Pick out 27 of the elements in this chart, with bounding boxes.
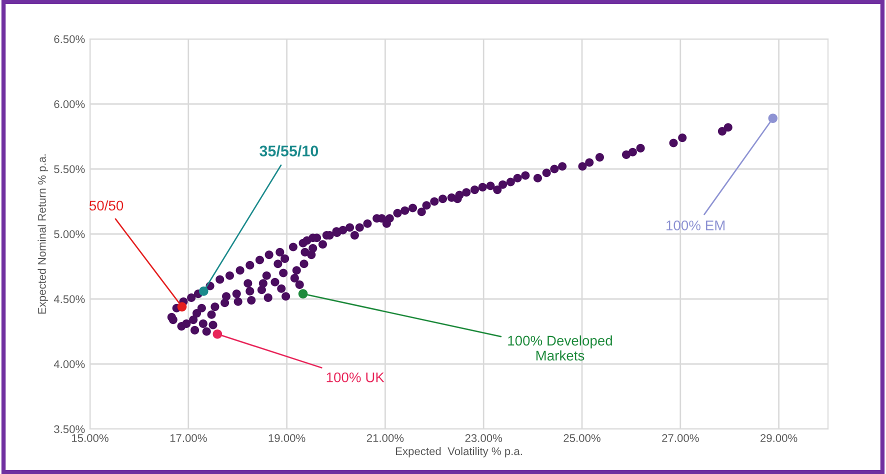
point bbox=[212, 329, 222, 339]
text: 100% EM bbox=[666, 220, 725, 230]
text: 100% Developed Markets bbox=[508, 335, 612, 361]
x-tick-label: 19.00% bbox=[268, 434, 306, 442]
point bbox=[298, 289, 308, 298]
x-tick-label: 17.00% bbox=[170, 434, 207, 442]
point bbox=[768, 114, 778, 123]
text: 50/50 bbox=[89, 200, 124, 211]
x-tick-label: 23.00% bbox=[465, 434, 502, 442]
x-tick-label: 25.00% bbox=[564, 434, 600, 442]
y-tick-label: 6.00% bbox=[54, 100, 85, 108]
point bbox=[198, 286, 208, 296]
y-tick-label: 3.50% bbox=[54, 425, 85, 434]
y-tick-label: 4.50% bbox=[54, 295, 85, 304]
x-tick-label: 29.00% bbox=[760, 434, 798, 442]
text: 100% UK bbox=[326, 372, 384, 382]
y-tick-label: 5.50% bbox=[54, 165, 85, 174]
point bbox=[177, 302, 187, 312]
x-tick-label: 15.00% bbox=[72, 434, 108, 442]
y-tick-label: 5.00% bbox=[54, 230, 85, 238]
y-tick-label: 4.00% bbox=[54, 360, 85, 368]
y-axis-title: Expected Nominal Return % p.a. bbox=[38, 154, 48, 314]
text: 35/55/10 bbox=[260, 145, 318, 157]
x-tick-label: 27.00% bbox=[662, 434, 699, 442]
x-axis-title: Expected Volatility % p.a. bbox=[396, 446, 522, 458]
x-tick-label: 21.00% bbox=[366, 434, 404, 442]
y-tick-label: 6.50% bbox=[54, 35, 85, 44]
